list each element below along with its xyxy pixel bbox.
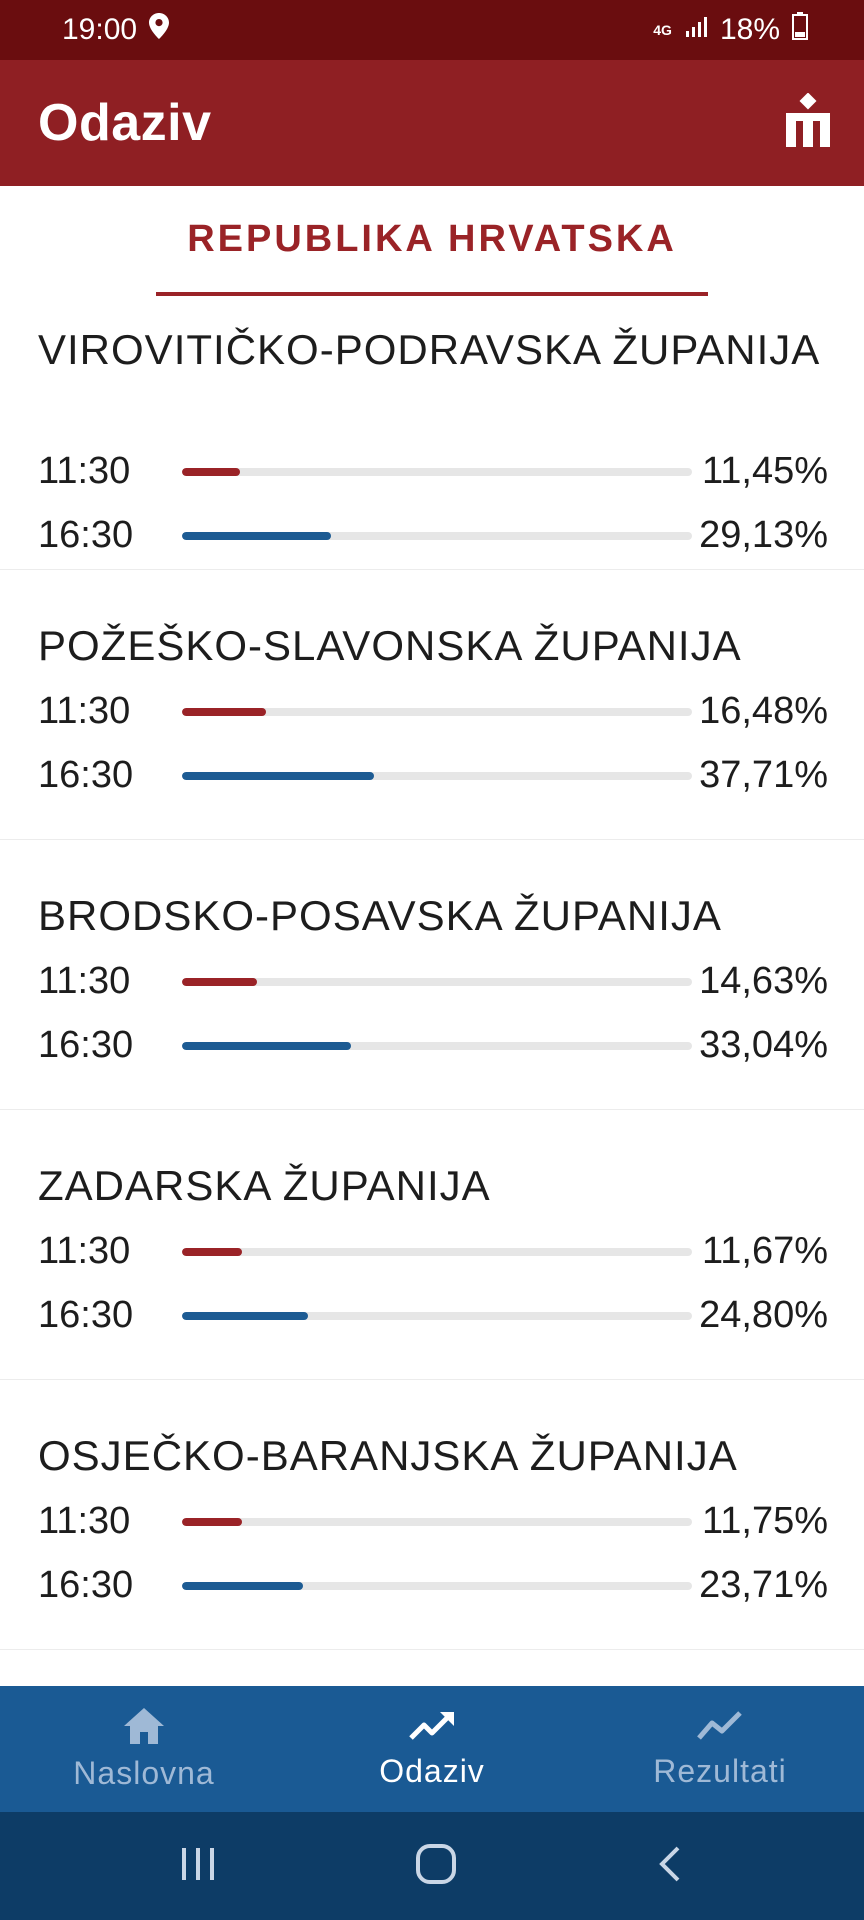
county-card: OSJEČKO-BARANJSKA ŽUPANIJA 11:30 11,75% … — [0, 1380, 864, 1650]
nav-item-naslovna[interactable]: Naslovna — [0, 1686, 288, 1812]
turnout-row: 16:30 23,71% — [0, 1560, 864, 1610]
turnout-time: 16:30 — [38, 1564, 134, 1606]
line-chart-icon — [696, 1708, 744, 1749]
turnout-bar-fill — [182, 532, 331, 540]
turnout-bar-fill — [182, 1582, 303, 1590]
turnout-time: 11:30 — [38, 1500, 131, 1542]
turnout-bar-fill — [182, 978, 257, 986]
turnout-time: 11:30 — [38, 450, 131, 492]
recent-apps-icon[interactable] — [178, 1844, 218, 1889]
turnout-time: 11:30 — [38, 1230, 131, 1272]
county-name: ZADARSKA ŽUPANIJA — [38, 1162, 491, 1209]
county-card: VIROVITIČKO-PODRAVSKA ŽUPANIJA 11:30 11,… — [0, 300, 864, 570]
turnout-time: 16:30 — [38, 754, 134, 796]
nav-label: Rezultati — [653, 1753, 787, 1789]
home-icon — [122, 1706, 166, 1751]
turnout-row: 11:30 16,48% — [0, 686, 864, 736]
county-name: POŽEŠKO-SLAVONSKA ŽUPANIJA — [38, 622, 742, 669]
county-name: BRODSKO-POSAVSKA ŽUPANIJA — [38, 892, 722, 939]
turnout-percent: 11,45% — [701, 450, 828, 492]
nav-item-odaziv[interactable]: Odaziv — [288, 1686, 576, 1812]
home-button-icon[interactable] — [414, 1842, 458, 1891]
turnout-percent: 29,13% — [699, 514, 828, 556]
turnout-row: 16:30 29,13% — [0, 510, 864, 560]
status-bar: 19:00 4G 18% — [0, 0, 864, 60]
battery-icon — [792, 12, 808, 48]
turnout-percent: 37,71% — [699, 754, 828, 796]
turnout-percent: 11,75% — [701, 1500, 828, 1542]
county-name: OSJEČKO-BARANJSKA ŽUPANIJA — [38, 1432, 738, 1479]
turnout-bar-track — [182, 978, 692, 986]
county-card: BRODSKO-POSAVSKA ŽUPANIJA 11:30 14,63% 1… — [0, 840, 864, 1110]
turnout-bar-track — [182, 1312, 692, 1320]
turnout-percent: 11,67% — [701, 1230, 828, 1272]
turnout-time: 11:30 — [38, 690, 131, 732]
turnout-row: 16:30 24,80% — [0, 1290, 864, 1340]
turnout-bar-track — [182, 1582, 692, 1590]
turnout-row: 11:30 14,63% — [0, 956, 864, 1006]
turnout-time: 16:30 — [38, 1024, 134, 1066]
county-name: VIROVITIČKO-PODRAVSKA ŽUPANIJA — [38, 326, 821, 373]
turnout-bar-fill — [182, 772, 375, 780]
turnout-percent: 23,71% — [699, 1564, 828, 1606]
region-header: REPUBLIKA HRVATSKA — [156, 186, 708, 296]
system-navigation-bar — [0, 1812, 864, 1920]
app-bar: Odaziv — [0, 60, 864, 186]
turnout-time: 16:30 — [38, 514, 134, 556]
turnout-bar-track — [182, 1248, 692, 1256]
brand-logo-icon — [784, 92, 832, 154]
turnout-bar-track — [182, 1042, 692, 1050]
turnout-bar-fill — [182, 468, 241, 476]
turnout-bar-fill — [182, 1518, 242, 1526]
turnout-bar-fill — [182, 1312, 309, 1320]
trending-up-icon — [408, 1708, 456, 1749]
turnout-bar-track — [182, 532, 692, 540]
signal-icon — [684, 13, 708, 47]
bottom-navigation: Naslovna Odaziv Rezultati — [0, 1686, 864, 1812]
turnout-row: 11:30 11,45% — [0, 446, 864, 496]
page-title: Odaziv — [38, 94, 212, 152]
county-list[interactable]: VIROVITIČKO-PODRAVSKA ŽUPANIJA 11:30 11,… — [0, 300, 864, 1684]
turnout-percent: 24,80% — [699, 1294, 828, 1336]
turnout-time: 11:30 — [38, 960, 131, 1002]
turnout-row: 16:30 33,04% — [0, 1020, 864, 1070]
nav-label: Odaziv — [379, 1753, 485, 1789]
turnout-bar-track — [182, 772, 692, 780]
turnout-bar-fill — [182, 1042, 351, 1050]
county-card: POŽEŠKO-SLAVONSKA ŽUPANIJA 11:30 16,48% … — [0, 570, 864, 840]
county-card: ZADARSKA ŽUPANIJA 11:30 11,67% 16:30 24,… — [0, 1110, 864, 1380]
turnout-row: 11:30 11,67% — [0, 1226, 864, 1276]
turnout-row: 16:30 37,71% — [0, 750, 864, 800]
turnout-percent: 16,48% — [699, 690, 828, 732]
back-icon[interactable] — [654, 1844, 686, 1889]
location-icon — [149, 13, 170, 47]
region-title: REPUBLIKA HRVATSKA — [187, 217, 677, 260]
turnout-percent: 14,63% — [699, 960, 828, 1002]
nav-label: Naslovna — [73, 1755, 215, 1791]
turnout-time: 16:30 — [38, 1294, 134, 1336]
network-type: 4G — [653, 22, 672, 38]
status-time: 19:00 — [62, 13, 138, 46]
turnout-bar-fill — [182, 708, 267, 716]
turnout-row: 11:30 11,75% — [0, 1496, 864, 1546]
turnout-bar-fill — [182, 1248, 242, 1256]
nav-item-rezultati[interactable]: Rezultati — [576, 1686, 864, 1812]
turnout-bar-track — [182, 468, 692, 476]
battery-level: 18% — [719, 13, 780, 46]
turnout-bar-track — [182, 708, 692, 716]
turnout-bar-track — [182, 1518, 692, 1526]
turnout-percent: 33,04% — [699, 1024, 828, 1066]
